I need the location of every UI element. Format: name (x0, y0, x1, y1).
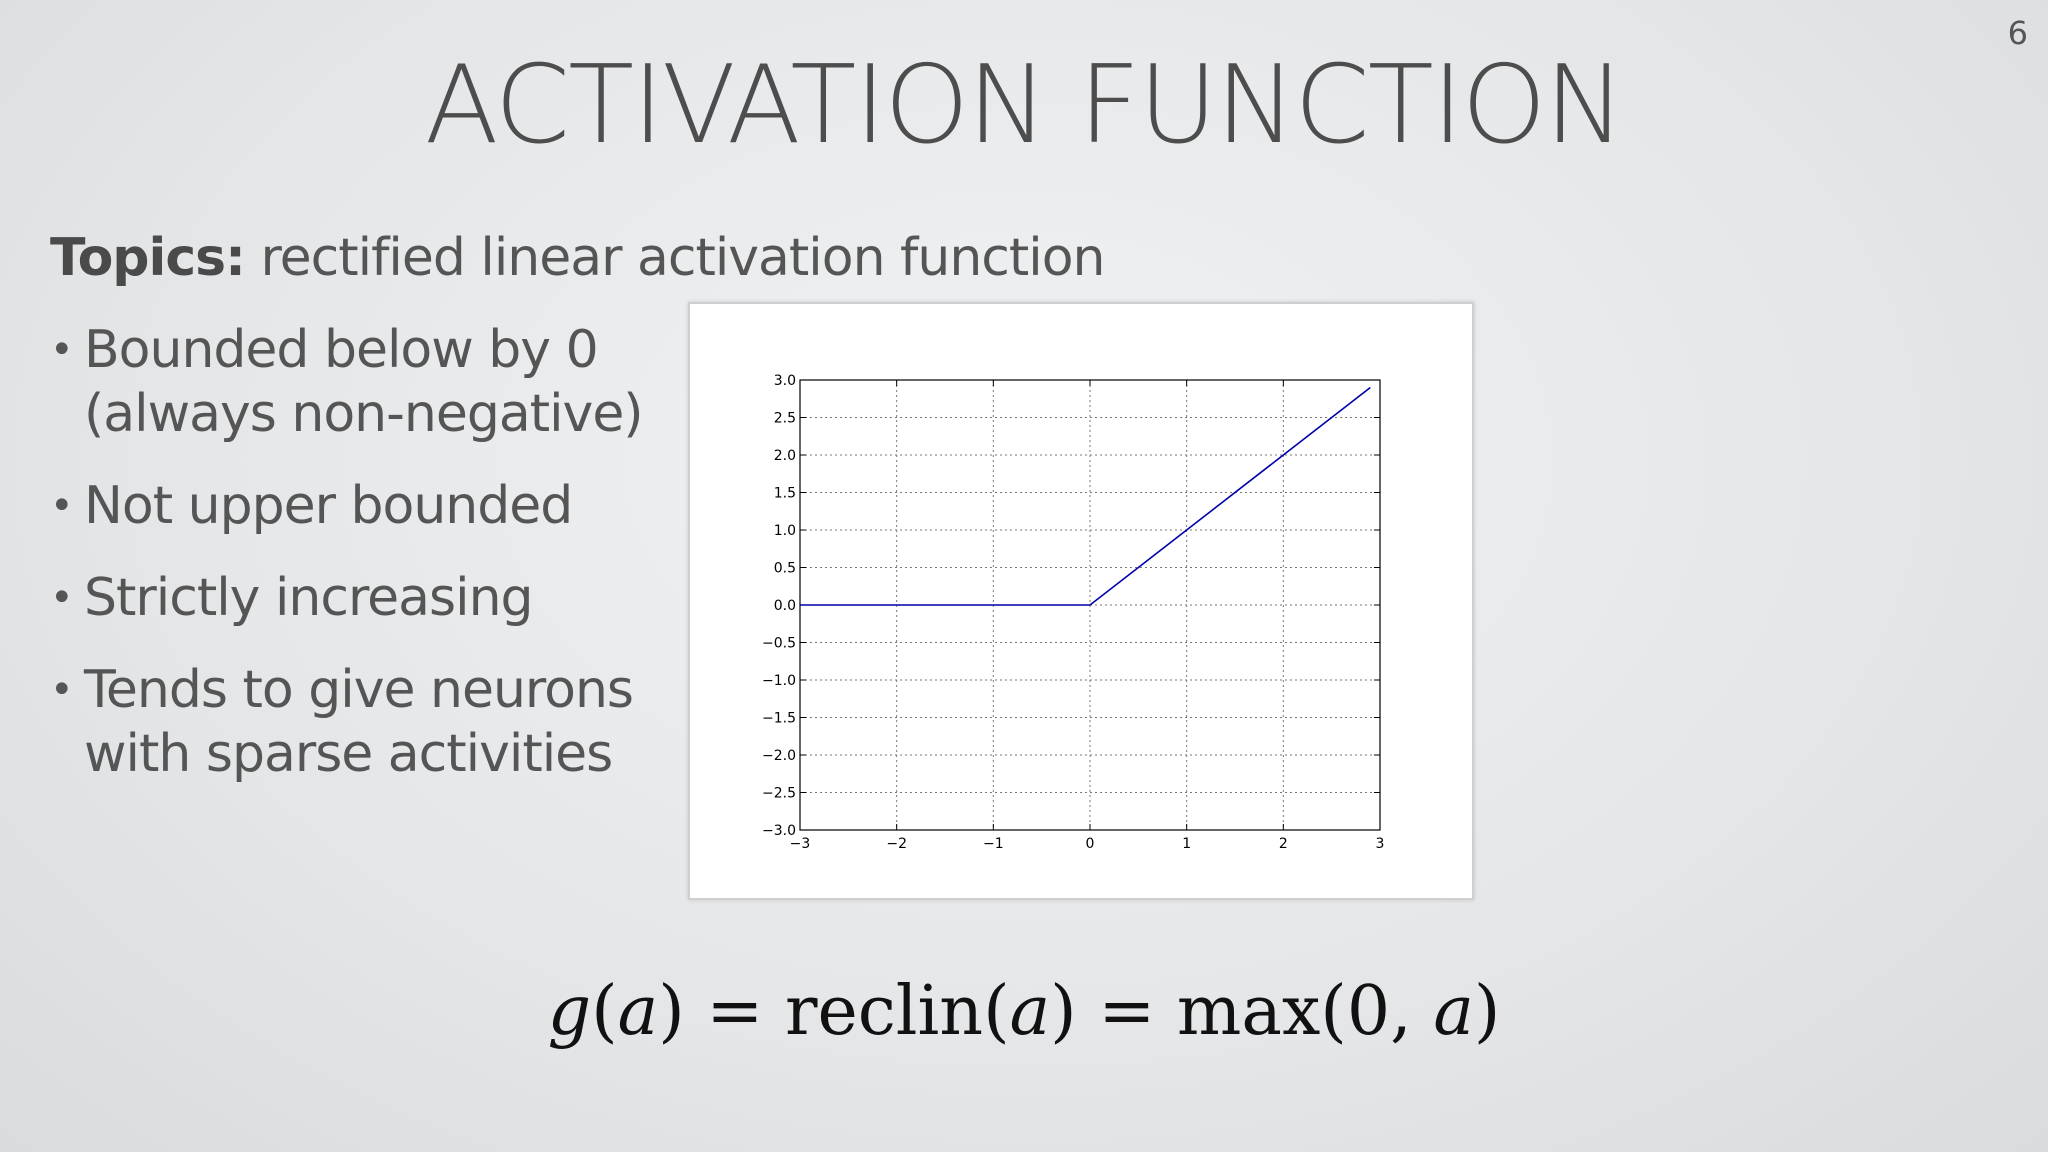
topics-text: rectified linear activation function (260, 228, 1105, 288)
bullet-dot-icon: • (50, 575, 74, 621)
y-tick-label: 0.5 (774, 561, 796, 577)
bullet-dot-icon: • (50, 667, 74, 713)
y-tick-label: −2.5 (762, 786, 796, 802)
bullet-text: Not upper bounded (84, 476, 573, 536)
formula-reclin: reclin (784, 972, 984, 1051)
formula: g(a) = reclin(a) = max(0, a) (547, 972, 1501, 1051)
y-tick-label: 0.0 (774, 598, 796, 614)
chart-frame: −3 −2 −1 0 1 2 3 3.0 2.5 2.0 1.5 1.0 0.5 0.0 −0.5 −1.0 −… (688, 302, 1474, 900)
slide-number: 6 (2007, 14, 2028, 52)
y-tick-label: 2.5 (774, 411, 796, 427)
formula-a: a (1433, 972, 1474, 1051)
slide-title: ACTIVATION FUNCTION (424, 43, 1626, 168)
relu-chart: −3 −2 −1 0 1 2 3 3.0 2.5 2.0 1.5 1.0 0.5 0.0 −0.5 −1.0 −… (762, 373, 1385, 852)
y-tick-label: 2.0 (774, 448, 796, 464)
bullet-item: • Not upper bounded (50, 474, 650, 538)
x-tick-label: 1 (1182, 836, 1191, 852)
x-tick-label: 0 (1086, 836, 1095, 852)
bullet-item: • Bounded below by 0 (always non-negative… (50, 318, 650, 446)
formula-a: a (617, 972, 659, 1051)
bullet-text: Strictly increasing (84, 568, 534, 628)
relu-series-line (800, 386, 1371, 606)
formula-equals: = (1098, 972, 1156, 1051)
bullet-list: • Bounded below by 0 (always non-negative… (50, 318, 650, 814)
x-tick-label: −3 (790, 836, 811, 852)
formula-a: a (1009, 972, 1051, 1051)
formula-equals: = (706, 972, 764, 1051)
formula-g: g (547, 972, 592, 1051)
formula-zero: 0 (1346, 972, 1391, 1051)
x-tick-label: −1 (983, 836, 1004, 852)
x-tick-label: 2 (1279, 836, 1288, 852)
y-tick-label: −0.5 (762, 636, 796, 652)
x-tick-label: −2 (886, 836, 907, 852)
topics-label: Topics: (50, 228, 246, 288)
y-tick-label: −1.5 (762, 711, 796, 727)
y-tick-label: 1.0 (774, 523, 796, 539)
bullet-dot-icon: • (50, 483, 74, 529)
topics-line: Topics: rectified linear activation func… (50, 228, 1105, 288)
bullet-text: Tends to give neurons with sparse activi… (84, 660, 634, 784)
y-tick-label: −2.0 (762, 748, 796, 764)
bullet-text: Bounded below by 0 (always non-negative) (84, 320, 644, 444)
y-tick-label: −1.0 (762, 673, 796, 689)
y-tick-label: 1.5 (774, 486, 796, 502)
bullet-dot-icon: • (50, 327, 74, 373)
y-tick-label: −3.0 (762, 823, 796, 839)
bullet-item: • Strictly increasing (50, 566, 650, 630)
formula-max: max (1176, 972, 1321, 1051)
y-tick-label: 3.0 (774, 373, 796, 389)
x-tick-label: 3 (1376, 836, 1385, 852)
bullet-item: • Tends to give neurons with sparse activ… (50, 658, 650, 786)
